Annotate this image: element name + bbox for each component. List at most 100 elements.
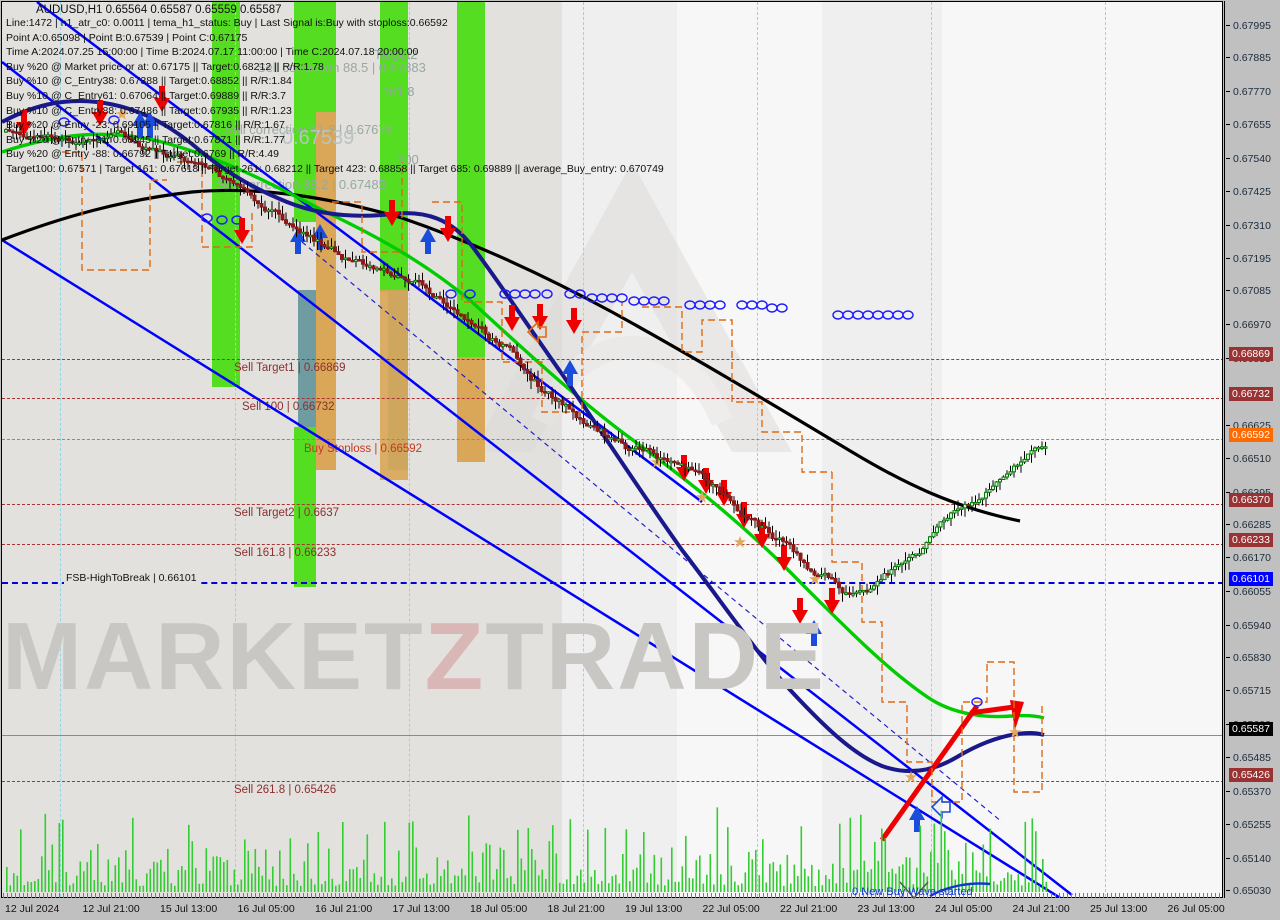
- price-chart-panel[interactable]: Sell Target1 | 0.66869 Sell 100 | 0.6673…: [1, 1, 1223, 898]
- time-tick: 23 Jul 13:00: [857, 903, 915, 915]
- highlight-band: [294, 2, 316, 222]
- price-marker-target: 0.66233: [1229, 533, 1273, 548]
- highlight-band: [316, 2, 336, 112]
- day-separator: [931, 2, 932, 897]
- price-tick: 0.67540: [1225, 153, 1280, 166]
- level-line-sell-1618: [2, 544, 1222, 545]
- pending-arrow-icon: [526, 320, 547, 344]
- annotation-sell-correction-885: Sell correction 88.5 | 0.67883: [257, 60, 426, 75]
- info-line: Buy %10 @ C_Entry61: 0.67064 || Target:0…: [6, 89, 286, 102]
- price-marker-target: 0.66370: [1229, 493, 1273, 508]
- ma-navy-line: [2, 98, 1045, 773]
- session-shade: [942, 2, 1222, 897]
- price-tick: 0.66170: [1225, 552, 1280, 565]
- dots-indicator: [58, 115, 983, 707]
- day-separator: [1105, 2, 1106, 897]
- level-line-sell-target1: [2, 359, 1222, 360]
- level-label-sell-1618: Sell 161.8 | 0.66233: [234, 547, 337, 559]
- time-tick: 12 Jul 21:00: [82, 903, 140, 915]
- price-tick: 0.67770: [1225, 86, 1280, 99]
- annotation-point-b-price: 0.67539: [282, 127, 355, 149]
- price-tick: 0.67995: [1225, 20, 1280, 33]
- annotation-fib-1618: 161.8: [382, 84, 415, 99]
- price-tick: 0.67085: [1225, 285, 1280, 298]
- day-separator: [409, 2, 410, 897]
- sell-signal-arrow-icon: [16, 86, 840, 624]
- price-tick: 0.65830: [1225, 652, 1280, 665]
- info-line: Buy %20 @ Entry -61: 0.68945 || Target:0…: [6, 133, 285, 146]
- annotation-new-buy-wave: 0 New Buy Wave started: [852, 886, 973, 898]
- annotation-sell-correction-618: Sell correction 61.8 | 0.67676: [224, 122, 393, 137]
- time-tick: 17 Jul 13:00: [392, 903, 450, 915]
- price-tick: 0.65485: [1225, 752, 1280, 765]
- level-label-fsb-hightobreak: FSB-HighToBreak | 0.66101: [64, 572, 199, 584]
- info-line: Line:1472 | h1_atr_c0: 0.0011 | tema_h1_…: [6, 17, 448, 29]
- day-separator: [60, 2, 61, 897]
- time-tick: 22 Jul 05:00: [702, 903, 760, 915]
- broker-watermark-text: MARKETZTRADE: [2, 602, 1222, 722]
- ma-black-line: [2, 188, 1021, 523]
- price-tick: 0.67310: [1225, 220, 1280, 233]
- price-tick: 0.65940: [1225, 620, 1280, 633]
- info-line: Time A:2024.07.25 15:00:00 | Time B:2024…: [6, 46, 419, 59]
- wave-marker-icon: [900, 881, 991, 900]
- annotation-fib-100: 100: [397, 152, 419, 167]
- trend-dashed-line: [301, 241, 1003, 823]
- price-marker-target: 0.66869: [1229, 347, 1273, 362]
- time-tick: 26 Jul 05:00: [1167, 903, 1225, 915]
- price-tick: 0.65370: [1225, 786, 1280, 799]
- info-line: Buy %20 @ Entry -23: 0.69105 || Target:0…: [6, 119, 285, 132]
- session-shade: [562, 2, 677, 897]
- time-tick: 12 Jul 2024: [5, 903, 60, 915]
- time-tick: 24 Jul 05:00: [935, 903, 993, 915]
- watermark-part3: TRADE: [485, 603, 826, 710]
- price-tick: 0.67195: [1225, 253, 1280, 266]
- price-tick: 0.65715: [1225, 685, 1280, 698]
- info-line: Buy %20 @ Entry -88: 0.66792 || Target:0…: [6, 148, 279, 161]
- level-line-fsb-hightobreak: [2, 582, 1222, 584]
- level-line-sell-target2: [2, 504, 1222, 505]
- time-tick: 16 Jul 05:00: [237, 903, 295, 915]
- info-line: Buy %10 @ C_Entry38: 0.67388 || Target:0…: [6, 75, 292, 88]
- price-tick: 0.65255: [1225, 819, 1280, 832]
- day-separator: [583, 2, 584, 897]
- price-marker-stoploss: 0.66592: [1229, 428, 1273, 443]
- candlestick-series: [4, 122, 1048, 602]
- level-line-sell-100: [2, 398, 1222, 399]
- level-label-sell-2618: Sell 261.8 | 0.65426: [234, 784, 337, 796]
- highlight-band: [294, 427, 316, 587]
- symbol-ohlc-line: AUDUSD,H1 0.65564 0.65587 0.65559 0.6558…: [36, 4, 282, 16]
- volume-histogram: [6, 807, 1048, 892]
- chart-info-header: AUDUSD,H1 0.65564 0.65587 0.65559 0.6558…: [6, 4, 664, 177]
- time-tick: 18 Jul 21:00: [547, 903, 605, 915]
- price-tick: 0.67885: [1225, 52, 1280, 65]
- time-tick: 22 Jul 21:00: [780, 903, 838, 915]
- chart-series-layer: [2, 2, 1073, 897]
- info-line: Buy %10 @ C_Entry88: 0.67486 || Target:0…: [6, 104, 292, 117]
- price-marker-fsb: 0.66101: [1229, 571, 1273, 586]
- watermark-part1: MARKET: [2, 603, 425, 710]
- time-tick: 24 Jul 21:00: [1012, 903, 1070, 915]
- price-tick: 0.65030: [1225, 885, 1280, 898]
- price-tick: 0.67425: [1225, 186, 1280, 199]
- time-scale-ticks: [1, 893, 1223, 899]
- time-axis[interactable]: 12 Jul 2024 12 Jul 21:00 15 Jul 13:00 16 Ju…: [1, 898, 1279, 919]
- annotation-target2: Target2: [374, 47, 418, 62]
- highlight-band: [380, 290, 408, 480]
- day-separator: [235, 2, 236, 897]
- level-line-sell-2618: [2, 781, 1222, 782]
- price-tick: 0.66285: [1225, 519, 1280, 532]
- highlight-band: [298, 290, 316, 470]
- price-marker-target: 0.66732: [1229, 387, 1273, 402]
- momentum-arrow-red: [879, 704, 1015, 842]
- level-label-sell-target2: Sell Target2 | 0.6637: [234, 507, 340, 519]
- time-tick: 18 Jul 05:00: [470, 903, 528, 915]
- envelope-dashed-orange: [62, 151, 1043, 803]
- price-tick: 0.66970: [1225, 319, 1280, 332]
- time-tick: 16 Jul 21:00: [315, 903, 373, 915]
- info-line: Point A:0.65098 | Point B:0.67539 | Poin…: [6, 31, 248, 44]
- level-label-sell-target1: Sell Target1 | 0.66869: [234, 362, 346, 374]
- last-price-line: [2, 735, 1222, 736]
- price-axis[interactable]: 0.67995 0.67885 0.67770 0.67655 0.67540 0.674…: [1224, 1, 1279, 898]
